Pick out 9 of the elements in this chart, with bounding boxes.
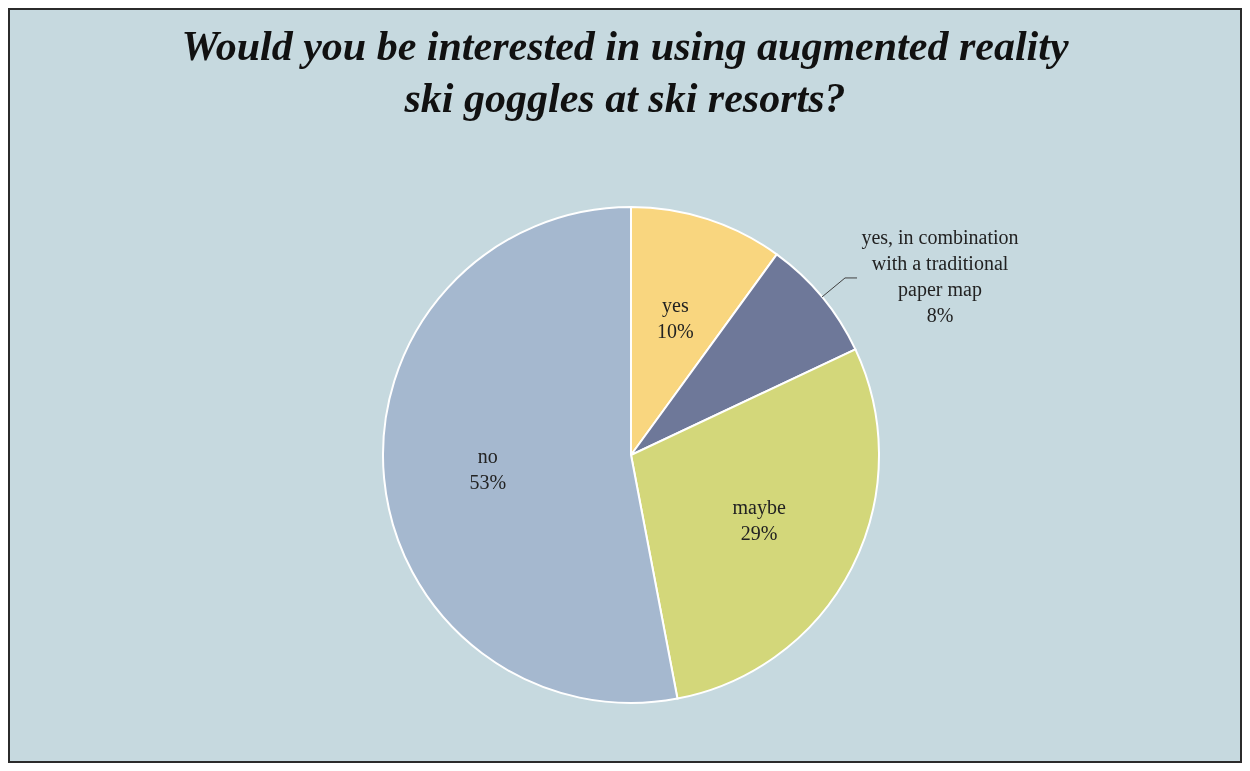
data-label: 8% <box>926 304 954 327</box>
data-label: 53% <box>469 470 507 493</box>
chart-title: Would you be interested in using augmented reality ski goggles at ski resorts? <box>180 22 1070 123</box>
data-label: 29% <box>740 522 778 545</box>
slice-label: no <box>477 444 498 467</box>
slice-label: yes <box>662 294 689 318</box>
slice-label: maybe <box>732 496 786 520</box>
data-label: 10% <box>657 320 694 343</box>
slice-label: yes, in combination with a traditional paper map <box>861 226 1019 302</box>
